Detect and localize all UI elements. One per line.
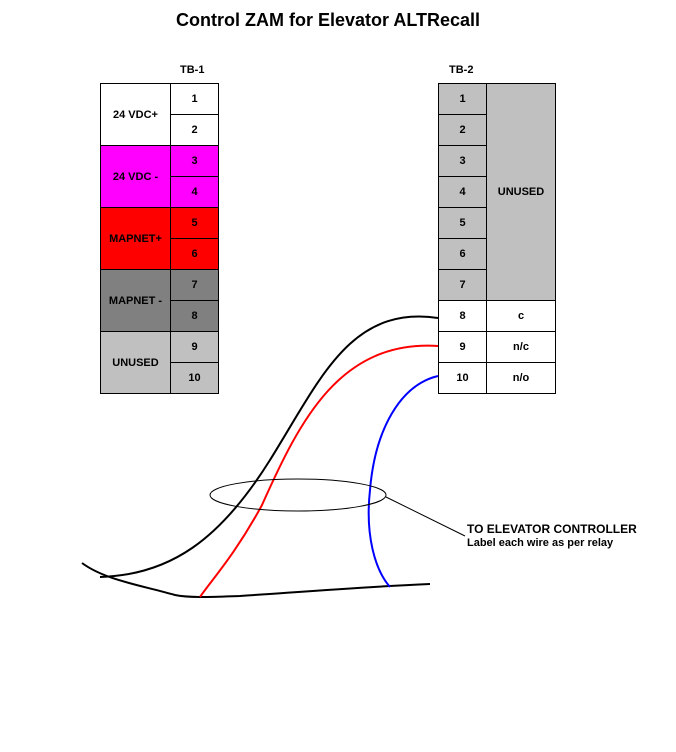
tb2-terminal: 1 bbox=[438, 83, 487, 115]
wire-no bbox=[367, 375, 439, 588]
tb2-relay-label: c bbox=[486, 300, 556, 332]
wire-nc bbox=[199, 344, 439, 598]
tb2-title: TB-2 bbox=[449, 64, 474, 76]
tb2-terminal: 8 bbox=[438, 300, 487, 332]
tb2-terminal: 7 bbox=[438, 269, 487, 301]
tb2-relay-label: n/c bbox=[486, 331, 556, 363]
tb1-terminal: 5 bbox=[170, 207, 219, 239]
note-subtitle: Label each wire as per relay bbox=[467, 537, 614, 549]
note-title: TO ELEVATOR CONTROLLER bbox=[467, 522, 637, 536]
tb1-title: TB-1 bbox=[180, 64, 205, 76]
tb1-terminal: 3 bbox=[170, 145, 219, 177]
tb1-terminal: 1 bbox=[170, 83, 219, 115]
callout-leader-line bbox=[385, 496, 466, 537]
tb1-group-label: 24 VDC+ bbox=[100, 83, 171, 146]
wire-bundle-ellipse bbox=[209, 478, 387, 512]
tb2-terminal: 6 bbox=[438, 238, 487, 270]
tb2-relay-label: n/o bbox=[486, 362, 556, 394]
tb1-terminal: 2 bbox=[170, 114, 219, 146]
tb1-terminal: 4 bbox=[170, 176, 219, 208]
tb1-terminal: 6 bbox=[170, 238, 219, 270]
wire-c bbox=[99, 315, 439, 578]
tb1-group-label: 24 VDC - bbox=[100, 145, 171, 208]
tb2-terminal: 5 bbox=[438, 207, 487, 239]
tb1-terminal: 7 bbox=[170, 269, 219, 301]
tb2-terminal: 2 bbox=[438, 114, 487, 146]
tb1-group-label: MAPNET - bbox=[100, 269, 171, 332]
tb2-terminal: 10 bbox=[438, 362, 487, 394]
diagram-title: Control ZAM for Elevator ALTRecall bbox=[175, 10, 481, 30]
wire-tail-black bbox=[81, 562, 431, 598]
tb1-terminal: 10 bbox=[170, 362, 219, 394]
